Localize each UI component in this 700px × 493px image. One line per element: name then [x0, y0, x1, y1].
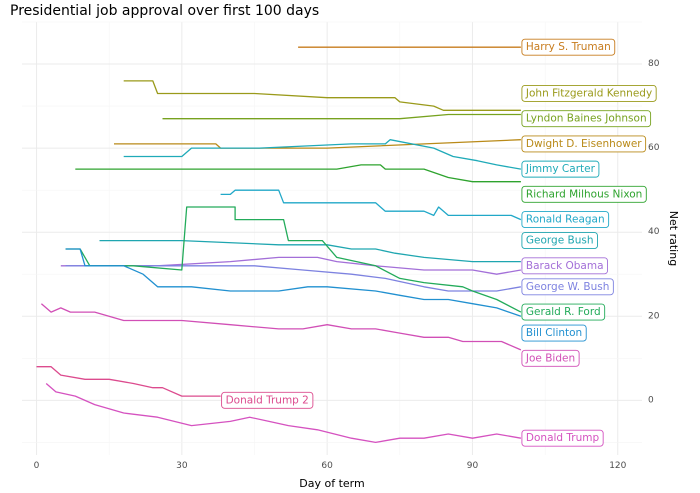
series-label-text: Dwight D. Eisenhower	[526, 138, 642, 150]
series-label-text: Lyndon Baines Johnson	[526, 113, 647, 125]
series-label-box	[521, 110, 652, 128]
series-line	[162, 113, 521, 120]
x-axis-title: Day of term	[299, 477, 364, 490]
series-label: George W. Bush	[521, 278, 614, 296]
y-tick-label: 20	[648, 311, 660, 321]
series-label-text: Bill Clinton	[526, 327, 582, 339]
x-tick-label: 60	[321, 461, 333, 471]
series-label: Joe Biden	[521, 349, 580, 367]
series-label-box	[521, 38, 616, 56]
series-line	[45, 383, 522, 444]
chart-title: Presidential job approval over first 100…	[10, 3, 320, 19]
y-axis-title: Net rating	[667, 211, 680, 266]
x-tick-label: 30	[176, 461, 188, 471]
y-tick-label: 80	[648, 59, 660, 69]
series-label-text: George Bush	[526, 235, 594, 247]
series-label-box	[221, 391, 314, 409]
series-line	[123, 139, 522, 170]
series-label-box	[521, 429, 604, 447]
series-line	[99, 239, 521, 263]
series-line	[123, 80, 521, 111]
series-label: John Fitzgerald Kennedy	[521, 85, 657, 102]
series-label-box	[521, 211, 610, 229]
x-tick-label: 120	[609, 461, 626, 471]
series-label: Richard Milhous Nixon	[521, 185, 647, 203]
series-line	[65, 265, 522, 292]
series-label-text: Harry S. Truman	[526, 41, 611, 53]
series-label: Jimmy Carter	[521, 160, 600, 178]
series-labels: Harry S. Truman John Fitzgerald Kennedy Ly…	[221, 38, 657, 447]
series-label-box	[521, 303, 606, 321]
x-tick-label: 90	[467, 461, 479, 471]
series-label-box	[521, 160, 600, 178]
series-label-text: Donald Trump 2	[226, 394, 309, 406]
series-label: George Bush	[521, 232, 598, 250]
series-label-box	[521, 349, 580, 367]
series-lines	[36, 46, 522, 444]
series-line	[65, 248, 522, 317]
y-tick-label: 40	[648, 227, 660, 237]
series-label-box	[521, 232, 598, 250]
series-label-text: George W. Bush	[526, 281, 609, 293]
series-line	[36, 366, 221, 397]
series-label-text: Joe Biden	[525, 352, 575, 364]
series-label-text: Gerald R. Ford	[526, 306, 601, 318]
series-label-box	[521, 324, 587, 342]
series-label-box	[521, 135, 647, 153]
series-line	[114, 139, 521, 149]
series-label-text: Barack Obama	[526, 260, 604, 272]
x-tick-label: 0	[34, 461, 40, 471]
series-label: Donald Trump	[521, 429, 604, 447]
series-label-text: Ronald Reagan	[526, 214, 605, 226]
series-label: Donald Trump 2	[221, 391, 314, 409]
series-label-box	[521, 257, 608, 275]
y-tick-label: 60	[648, 143, 660, 153]
series-label: Gerald R. Ford	[521, 303, 606, 321]
series-label-text: Donald Trump	[526, 432, 600, 444]
series-label-text: John Fitzgerald Kennedy	[525, 87, 652, 99]
series-label-box	[521, 278, 614, 296]
series-line	[75, 164, 521, 183]
series-label-text: Richard Milhous Nixon	[526, 188, 642, 200]
series-label-box	[521, 85, 657, 102]
y-tick-label: 0	[648, 395, 654, 405]
series-label: Lyndon Baines Johnson	[521, 110, 652, 128]
series-label: Harry S. Truman	[521, 38, 616, 56]
series-label: Bill Clinton	[521, 324, 587, 342]
series-label: Dwight D. Eisenhower	[521, 135, 647, 153]
series-line	[60, 256, 522, 275]
series-line	[40, 303, 522, 351]
axes: 0 30 60 90 120 0 20 40 60 80 Day of term Net rating	[34, 59, 680, 490]
series-line	[65, 206, 522, 313]
series-label-text: Jimmy Carter	[525, 163, 596, 175]
series-label: Ronald Reagan	[521, 211, 610, 229]
series-label: Barack Obama	[521, 257, 608, 275]
series-label-box	[521, 185, 647, 203]
series-line	[220, 189, 522, 221]
